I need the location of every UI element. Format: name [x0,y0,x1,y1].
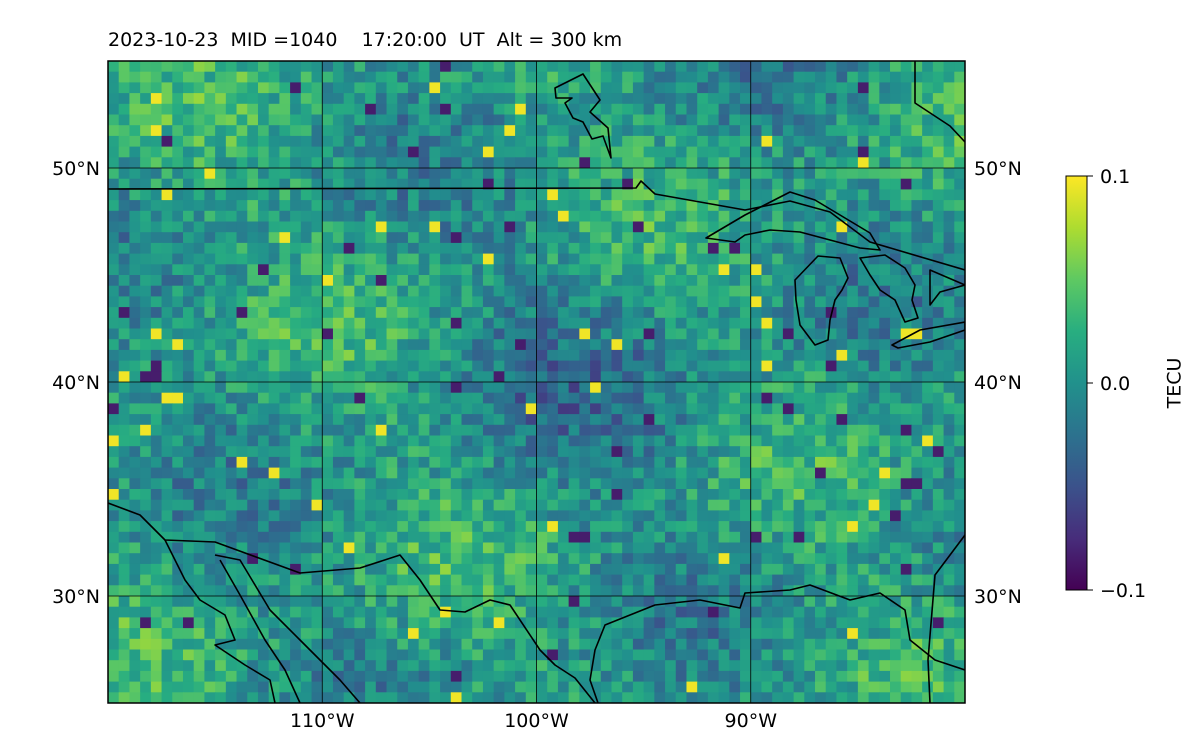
map-gridlines [108,61,965,703]
lake-huron [859,254,919,323]
coast-sonora [219,559,301,703]
colorbar-label: TECU [1164,358,1186,410]
colorbar-tick-label: 0.0 [1100,373,1130,395]
coast-florida [927,534,965,703]
lat-tick-label-left: 40°N [52,372,100,394]
lake-erie [891,321,965,349]
lat-tick-label-left: 50°N [52,158,100,180]
coast-baja [164,539,276,703]
lake-michigan [794,255,849,346]
map-title: 2023-10-23 MID =1040 17:20:00 UT Alt = 3… [108,29,623,51]
axis-labels: 110°W 100°W 90°W 30°N 30°N 40°N 40°N 50°N 50°N [52,158,1022,732]
colorbar-ticks: 0.1 0.0 −0.1 [1087,166,1146,602]
lon-tick-label: 110°W [290,710,355,732]
lat-tick-label-right: 50°N [974,158,1022,180]
coast-hudson-bay [914,61,965,143]
colorbar: 0.1 0.0 −0.1 TECU [1065,166,1186,602]
colorbar-bar [1065,175,1088,591]
coast-gulf-california [214,554,361,703]
lat-tick-label-left: 30°N [52,586,100,608]
map-frame [107,60,966,704]
lat-tick-label-right: 40°N [974,372,1022,394]
coast-island-north [554,73,612,159]
coast-gulf-mexico [589,584,965,703]
lat-tick-label-right: 30°N [974,586,1022,608]
colorbar-tick-label: 0.1 [1100,166,1130,188]
lake-superior [705,191,881,251]
tec-heatmap [108,61,965,703]
lon-tick-label: 100°W [504,710,569,732]
colorbar-tick-label: −0.1 [1100,580,1146,602]
lon-tick-label: 90°W [725,710,778,732]
coastlines [108,61,965,703]
lake-ontario [929,269,965,306]
border-us-mexico [108,502,596,703]
border-us-canada [108,180,965,271]
